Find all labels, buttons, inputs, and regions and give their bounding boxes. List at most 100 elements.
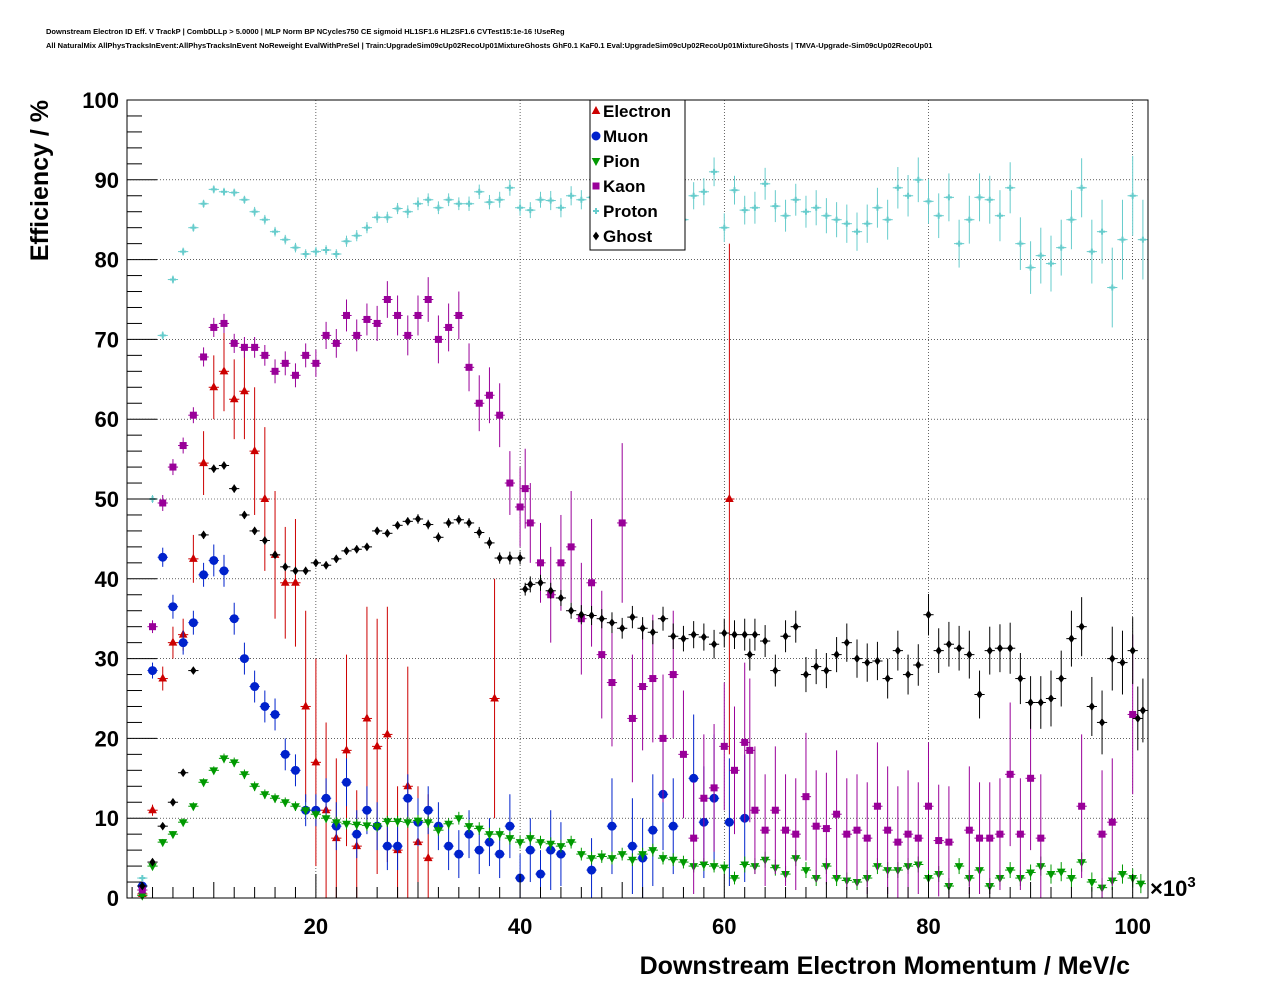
legend-ghost-label: Ghost <box>603 227 652 246</box>
ghost-point <box>744 638 755 671</box>
ghost-point <box>1025 676 1036 729</box>
pion-marker <box>291 803 300 812</box>
electron-marker <box>725 493 734 502</box>
ghost-point <box>198 530 209 540</box>
kaon-marker <box>996 830 1004 838</box>
ghost-point <box>657 606 669 631</box>
y-tick-label: 10 <box>95 806 119 831</box>
proton-point <box>555 198 567 218</box>
kaon-marker <box>720 742 728 750</box>
legend-muon-marker <box>591 131 601 141</box>
kaon-marker <box>863 834 871 842</box>
kaon-point <box>239 337 250 358</box>
electron-point <box>239 343 250 440</box>
ghost-point <box>974 670 985 719</box>
proton-marker <box>353 232 360 239</box>
kaon-marker <box>424 296 432 303</box>
proton-point <box>1127 155 1138 236</box>
proton-marker <box>180 248 187 255</box>
ghost-point <box>637 617 648 640</box>
electron-point <box>300 610 311 803</box>
ghost-point <box>698 623 709 651</box>
pion-marker <box>1118 871 1127 880</box>
proton-point <box>892 167 903 209</box>
electron-marker <box>168 637 178 646</box>
pion-point <box>402 816 413 828</box>
ghost-point <box>504 551 515 565</box>
ghost-marker <box>1139 706 1147 715</box>
kaon-marker <box>353 331 361 339</box>
legend-entry-electron: Electron <box>591 102 671 121</box>
pion-marker <box>730 875 739 884</box>
kaon-marker <box>363 315 371 323</box>
pion-marker <box>270 795 280 804</box>
pion-point <box>586 851 597 865</box>
proton-point <box>994 190 1006 242</box>
pion-point <box>954 858 965 875</box>
kaon-marker <box>1098 830 1106 838</box>
ghost-marker <box>1109 654 1116 663</box>
kaon-marker <box>1108 818 1116 826</box>
kaon-marker <box>506 479 514 487</box>
ghost-point <box>525 576 536 593</box>
proton-marker <box>843 220 850 227</box>
kaon-point <box>780 774 791 887</box>
muon-point <box>239 642 250 675</box>
ghost-marker <box>343 546 350 556</box>
ghost-marker <box>731 630 738 640</box>
pion-point <box>535 835 546 849</box>
muon-marker <box>168 602 178 612</box>
x-axis-title: Downstream Electron Momentum / MeV/c <box>640 952 1130 980</box>
kaon-marker <box>220 319 228 327</box>
ghost-point <box>372 526 383 536</box>
kaon-point <box>208 317 219 338</box>
pion-point <box>341 818 352 830</box>
muon-point <box>218 554 230 587</box>
proton-marker <box>823 212 830 219</box>
pion-marker <box>434 827 443 836</box>
kaon-marker <box>302 351 310 359</box>
kaon-point <box>841 778 852 891</box>
proton-marker <box>792 196 799 203</box>
pion-point <box>433 824 444 836</box>
y-tick-label: 90 <box>95 168 119 193</box>
kaon-point <box>739 662 750 823</box>
electron-marker <box>311 757 321 766</box>
ghost-point <box>484 537 495 549</box>
kaon-point <box>1025 706 1036 851</box>
kaon-point <box>744 678 755 823</box>
ghost-marker <box>251 526 258 536</box>
ghost-point <box>729 620 740 650</box>
electron-marker <box>250 446 259 455</box>
proton-point <box>688 182 699 210</box>
ghost-point <box>872 641 883 681</box>
kaon-point <box>566 491 577 603</box>
pion-point <box>678 855 689 869</box>
ghost-point <box>1127 617 1138 685</box>
chart-title-line-1: Downstream Electron ID Eff. V TrackP | C… <box>46 27 565 36</box>
kaon-marker <box>521 485 529 493</box>
pion-point <box>708 859 720 873</box>
electron-point <box>280 526 291 639</box>
muon-marker <box>444 841 454 851</box>
proton-marker <box>813 204 820 211</box>
proton-point <box>882 199 893 240</box>
pion-point <box>739 856 750 873</box>
muon-marker <box>188 618 198 628</box>
kaon-marker <box>598 651 606 659</box>
kaon-marker <box>230 339 238 347</box>
muon-point <box>280 738 291 771</box>
kaon-marker <box>312 359 320 367</box>
ghost-marker <box>864 658 871 667</box>
proton-marker <box>915 176 922 183</box>
ghost-point <box>586 605 597 626</box>
kaon-marker <box>945 838 953 846</box>
kaon-point <box>1005 702 1016 847</box>
ghost-point <box>913 644 924 686</box>
ghost-point <box>647 620 658 645</box>
ghost-point <box>1056 650 1067 707</box>
proton-marker <box>517 204 524 211</box>
muon-point <box>269 698 281 731</box>
ghost-marker <box>578 610 585 620</box>
pion-point <box>617 847 628 861</box>
